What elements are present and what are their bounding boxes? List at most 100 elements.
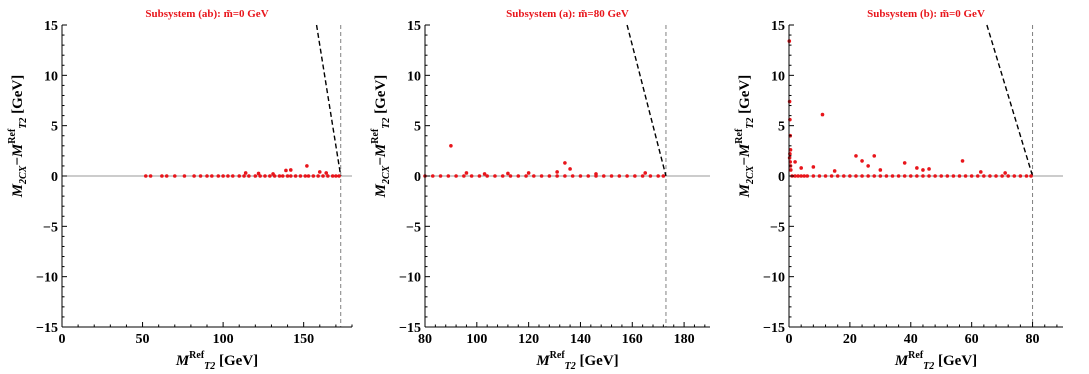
- data-point: [890, 174, 895, 178]
- data-point: [832, 169, 837, 173]
- data-point: [625, 174, 629, 178]
- y-tick-label: −10: [763, 271, 785, 286]
- data-point: [324, 171, 329, 175]
- data-point: [963, 174, 968, 178]
- data-point: [446, 174, 451, 178]
- data-point: [957, 174, 962, 178]
- data-point: [316, 174, 320, 178]
- data-point: [975, 174, 980, 178]
- data-point: [951, 174, 956, 178]
- data-point: [835, 174, 840, 178]
- data-point: [337, 174, 341, 178]
- data-point: [555, 170, 559, 174]
- data-point: [982, 174, 986, 178]
- data-point: [793, 160, 797, 164]
- x-tick-label: 40: [904, 332, 918, 347]
- data-point: [866, 174, 870, 178]
- data-point: [526, 171, 531, 175]
- data-point: [256, 171, 261, 176]
- data-point: [902, 161, 907, 165]
- y-tick-label: 10: [44, 69, 58, 84]
- data-point: [969, 174, 974, 178]
- data-point: [288, 174, 293, 178]
- data-point: [326, 174, 330, 178]
- data-point: [866, 164, 870, 168]
- data-point: [563, 174, 567, 178]
- boundary-line: [986, 24, 1034, 177]
- data-point: [793, 174, 797, 178]
- data-point: [799, 174, 803, 178]
- data-point: [210, 174, 214, 178]
- data-point: [516, 174, 521, 178]
- data-point: [485, 174, 489, 178]
- data-point: [829, 174, 834, 178]
- data-point: [939, 174, 944, 178]
- y-tick-label: 5: [778, 120, 785, 135]
- data-point: [884, 174, 889, 178]
- data-point: [994, 174, 998, 178]
- x-tick-label: 140: [570, 332, 591, 347]
- data-point: [547, 174, 552, 178]
- data-point: [284, 168, 288, 173]
- data-point: [1018, 174, 1023, 178]
- data-point: [1024, 174, 1029, 178]
- data-point: [454, 174, 458, 178]
- data-point: [617, 174, 622, 178]
- data-point: [280, 174, 285, 178]
- data-point: [1029, 174, 1033, 178]
- data-point: [1000, 174, 1004, 178]
- y-tick-label: −10: [399, 271, 421, 286]
- data-point: [848, 174, 852, 178]
- y-tick-label: 0: [778, 170, 785, 185]
- data-point: [298, 174, 303, 178]
- x-tick-label: 80: [418, 332, 432, 347]
- data-point: [811, 174, 816, 178]
- data-point: [788, 148, 793, 152]
- data-point: [205, 174, 209, 178]
- data-point: [854, 154, 858, 158]
- data-point: [271, 172, 275, 176]
- data-point: [896, 174, 901, 178]
- x-tick-label: 100: [213, 332, 234, 347]
- data-point: [563, 161, 567, 165]
- y-tick-label: −15: [399, 321, 421, 336]
- y-tick-label: −5: [770, 220, 785, 235]
- data-point: [293, 174, 298, 178]
- data-point: [449, 144, 453, 148]
- data-point: [915, 174, 919, 178]
- data-point: [927, 174, 931, 178]
- data-point: [601, 174, 606, 178]
- data-point: [143, 174, 148, 178]
- data-point: [799, 166, 803, 170]
- data-point: [462, 174, 466, 178]
- y-tick-label: 0: [414, 170, 421, 185]
- data-point: [277, 174, 282, 178]
- y-tick-label: 15: [44, 19, 58, 34]
- data-point: [586, 174, 591, 178]
- data-point: [860, 174, 864, 178]
- data-point: [854, 174, 858, 178]
- data-point: [578, 174, 583, 178]
- data-point: [787, 156, 792, 160]
- data-point: [160, 174, 164, 178]
- x-axis-label: MRefT2 [GeV]: [535, 350, 618, 372]
- x-tick-label: 160: [622, 332, 643, 347]
- data-point: [508, 174, 513, 178]
- data-point: [796, 174, 800, 178]
- data-point: [311, 174, 316, 178]
- x-tick-label: 150: [293, 332, 314, 347]
- data-point: [216, 174, 221, 178]
- x-tick-label: 180: [674, 332, 695, 347]
- y-tick-label: 5: [414, 120, 421, 135]
- data-point: [872, 154, 877, 158]
- data-point: [656, 174, 660, 178]
- data-point: [817, 174, 822, 178]
- data-point: [321, 174, 325, 178]
- data-point: [226, 174, 230, 178]
- data-point: [1003, 171, 1007, 175]
- data-point: [464, 171, 469, 175]
- y-tick-label: −5: [43, 220, 58, 235]
- data-point: [237, 174, 242, 178]
- y-tick-label: 15: [407, 19, 421, 34]
